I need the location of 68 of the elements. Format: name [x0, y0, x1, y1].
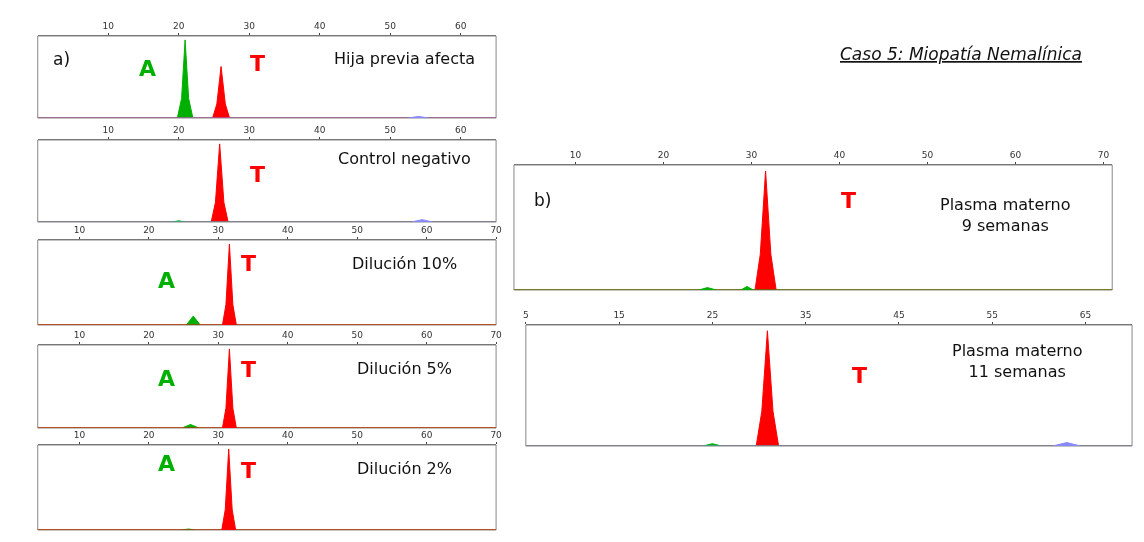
x-tick-label: 50 [921, 150, 934, 161]
annotation: T [250, 162, 266, 187]
x-tick-label: 40 [314, 21, 326, 32]
annotation: Dilución 5% [357, 359, 452, 378]
x-tick-label: 60 [420, 430, 433, 441]
annotation: T [841, 188, 857, 213]
x-tick-label: 10 [73, 430, 86, 441]
x-tick-label: 40 [314, 125, 326, 136]
x-tick-label: 40 [833, 150, 846, 161]
chart-title: Caso 5: Miopatía Nemalínica [840, 44, 1082, 64]
x-tick-label: 20 [173, 21, 185, 32]
x-tick-label: 20 [143, 430, 155, 441]
x-tick-label: 30 [243, 125, 256, 136]
x-tick-label: 40 [282, 225, 294, 236]
x-tick-label: 20 [143, 330, 155, 341]
annotation: T [241, 458, 257, 483]
x-tick-label: 50 [384, 125, 397, 136]
annotation: a) [53, 49, 71, 69]
x-tick-label: 5 [522, 310, 529, 321]
annotation: A [158, 268, 176, 293]
x-tick-label: 70 [1097, 150, 1110, 161]
annotation: Plasma materno 11 semanas [952, 341, 1083, 381]
annotation: T [250, 51, 266, 76]
x-tick-label: 60 [420, 225, 433, 236]
x-tick-label: 30 [212, 430, 225, 441]
x-tick-label: 50 [351, 225, 364, 236]
annotation: b) [534, 190, 552, 210]
x-tick-label: 35 [799, 310, 812, 321]
x-tick-label: 10 [102, 125, 115, 136]
annotation: Dilución 10% [352, 254, 458, 273]
x-tick-label: 20 [657, 150, 670, 161]
x-tick-label: 20 [143, 225, 155, 236]
x-tick-label: 40 [282, 330, 294, 341]
x-tick-label: 50 [351, 430, 364, 441]
annotation: T [241, 251, 257, 276]
x-tick-label: 25 [706, 310, 719, 321]
x-tick-label: 10 [102, 21, 115, 32]
annotation: A [158, 366, 176, 391]
annotation: Dilución 2% [357, 459, 452, 478]
x-tick-label: 60 [1009, 150, 1022, 161]
annotation: T [241, 357, 257, 382]
x-tick-label: 30 [212, 330, 225, 341]
x-tick-label: 60 [455, 21, 467, 32]
x-tick-label: 50 [351, 330, 364, 341]
x-tick-label: 10 [569, 150, 582, 161]
annotation: A [139, 56, 157, 81]
x-tick-label: 30 [243, 21, 256, 32]
x-tick-label: 10 [73, 225, 86, 236]
x-tick-label: 55 [986, 310, 998, 321]
x-tick-label: 70 [490, 330, 503, 341]
x-tick-label: 20 [173, 125, 185, 136]
x-tick-label: 40 [282, 430, 294, 441]
x-tick-label: 30 [212, 225, 225, 236]
annotation: T [852, 363, 868, 388]
x-tick-label: 70 [490, 430, 503, 441]
annotation: Control negativo [338, 149, 471, 168]
x-tick-label: 70 [490, 225, 503, 236]
annotation: Hija previa afecta [334, 49, 475, 68]
x-tick-label: 65 [1079, 310, 1092, 321]
x-tick-label: 15 [613, 310, 625, 321]
x-tick-label: 50 [384, 21, 397, 32]
x-tick-label: 60 [455, 125, 467, 136]
x-tick-label: 10 [73, 330, 86, 341]
x-tick-label: 30 [745, 150, 758, 161]
annotation: Plasma materno 9 semanas [940, 195, 1071, 235]
annotation: A [158, 451, 176, 476]
x-tick-label: 45 [893, 310, 905, 321]
x-tick-label: 60 [420, 330, 433, 341]
